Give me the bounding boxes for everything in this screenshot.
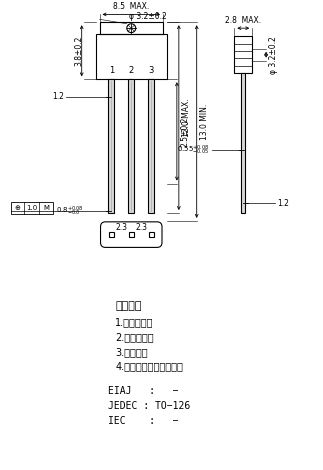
Text: 3: 3 xyxy=(148,66,154,75)
Text: 2.　コレクタ: 2. コレクタ xyxy=(115,332,154,342)
Bar xyxy=(149,232,153,237)
Text: 8.5  MAX.: 8.5 MAX. xyxy=(113,2,149,11)
Text: EIAJ   :   −: EIAJ : − xyxy=(109,386,179,396)
Text: 1.2: 1.2 xyxy=(277,199,289,208)
Bar xyxy=(99,22,163,34)
Text: φ 3.2±0.2: φ 3.2±0.2 xyxy=(129,12,167,21)
Bar xyxy=(148,79,154,213)
Text: M: M xyxy=(43,205,49,211)
Text: IEC    :   −: IEC : − xyxy=(109,415,179,425)
Bar xyxy=(11,202,53,214)
Text: 1.　エミッタ: 1. エミッタ xyxy=(115,317,154,327)
Text: 1: 1 xyxy=(109,66,114,75)
Text: 2.8  MAX.: 2.8 MAX. xyxy=(225,16,261,25)
Bar xyxy=(234,36,252,73)
Bar xyxy=(241,73,245,213)
Text: 1.2: 1.2 xyxy=(52,93,64,102)
Bar xyxy=(128,79,134,213)
Text: ⊕: ⊕ xyxy=(15,205,21,211)
Text: 2.5±0.2: 2.5±0.2 xyxy=(181,116,190,147)
Text: 1.0: 1.0 xyxy=(26,205,37,211)
Text: 2.3: 2.3 xyxy=(115,223,127,232)
Text: 3.8±0.2: 3.8±0.2 xyxy=(74,36,83,66)
Text: 2: 2 xyxy=(129,66,134,75)
Text: 電極接続: 電極接続 xyxy=(115,301,142,312)
Bar xyxy=(109,79,114,213)
Text: 0.8$^{+0.08}_{-0.0}$: 0.8$^{+0.08}_{-0.0}$ xyxy=(56,204,84,218)
Bar xyxy=(129,232,134,237)
Text: JEDEC : TO−126: JEDEC : TO−126 xyxy=(109,401,191,411)
Text: 4.　フィン（コレクタ）: 4. フィン（コレクタ） xyxy=(115,361,183,371)
Text: φ 3.2±0.2: φ 3.2±0.2 xyxy=(269,36,278,74)
Text: 12.0 MAX.: 12.0 MAX. xyxy=(182,98,191,137)
Text: 13.0 MIN.: 13.0 MIN. xyxy=(200,103,209,140)
Bar xyxy=(96,34,167,79)
Text: 0.55$^{+0.08}_{-0.05}$: 0.55$^{+0.08}_{-0.05}$ xyxy=(177,143,210,157)
Text: 2.3: 2.3 xyxy=(135,223,147,232)
Bar xyxy=(109,232,114,237)
Text: 3.　ベース: 3. ベース xyxy=(115,347,148,357)
